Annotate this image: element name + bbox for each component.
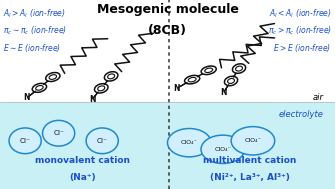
Text: $A_l > A_l$ (ion-free): $A_l > A_l$ (ion-free): [3, 8, 66, 20]
Text: ClO₄⁻: ClO₄⁻: [245, 138, 261, 143]
Text: $A_l < A_l$ (ion-free): $A_l < A_l$ (ion-free): [269, 8, 332, 20]
Text: (8CB): (8CB): [148, 24, 187, 37]
Text: Mesogenic molecule: Mesogenic molecule: [96, 3, 239, 16]
Text: (Ni²⁺, La³⁺, Al³⁺): (Ni²⁺, La³⁺, Al³⁺): [210, 173, 289, 182]
Text: (Na⁺): (Na⁺): [69, 173, 95, 182]
Text: ClO₄⁻: ClO₄⁻: [181, 140, 198, 145]
Text: $\pi_c \sim \pi_c$ (ion-free): $\pi_c \sim \pi_c$ (ion-free): [3, 25, 67, 37]
Ellipse shape: [201, 135, 245, 163]
Ellipse shape: [43, 120, 75, 146]
Text: N: N: [174, 84, 180, 93]
Text: N: N: [24, 93, 30, 102]
Text: N: N: [220, 88, 227, 97]
Text: air: air: [312, 93, 323, 102]
Text: Cl⁻: Cl⁻: [97, 138, 108, 144]
Text: electrolyte: electrolyte: [278, 110, 323, 119]
Text: monovalent cation: monovalent cation: [35, 156, 130, 165]
Text: $E \sim E$ (ion-free): $E \sim E$ (ion-free): [3, 42, 62, 53]
Text: $\pi_c > \pi_c$ (ion-free): $\pi_c > \pi_c$ (ion-free): [268, 25, 332, 37]
Text: multivalent cation: multivalent cation: [203, 156, 296, 165]
Ellipse shape: [231, 127, 275, 155]
Text: ClO₄⁻: ClO₄⁻: [214, 147, 231, 152]
Ellipse shape: [86, 128, 118, 154]
Text: N: N: [89, 95, 95, 104]
Text: $E > E$ (ion-free): $E > E$ (ion-free): [273, 42, 332, 53]
Text: Cl⁻: Cl⁻: [53, 130, 64, 136]
Bar: [0, 102, 335, 189]
Ellipse shape: [168, 129, 211, 157]
Text: Cl⁻: Cl⁻: [20, 138, 30, 144]
Ellipse shape: [9, 128, 41, 154]
